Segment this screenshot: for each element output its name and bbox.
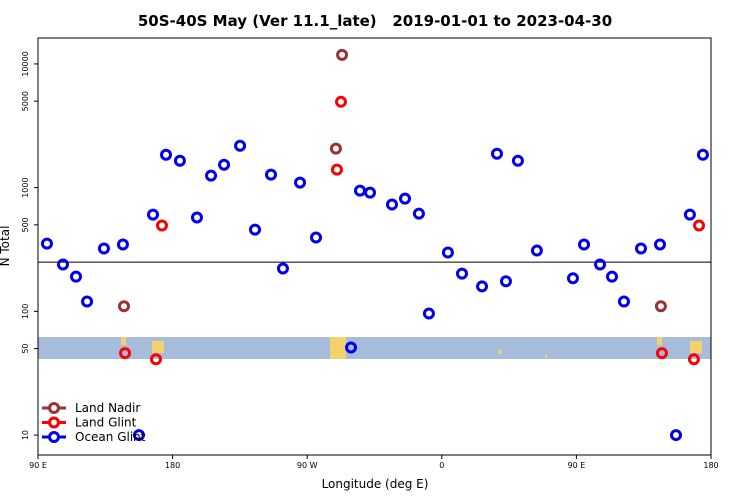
y-tick-label: 100: [21, 304, 30, 319]
point: [117, 300, 130, 313]
point: [218, 158, 231, 171]
point: [385, 198, 398, 211]
x-tick-label: 90 E: [29, 461, 47, 470]
legend-label: Land Nadir: [75, 401, 140, 415]
point: [693, 219, 706, 232]
point: [334, 95, 347, 108]
point: [56, 258, 69, 271]
point: [687, 353, 700, 366]
point: [329, 142, 342, 155]
point: [345, 341, 358, 354]
point: [441, 246, 454, 259]
point: [265, 168, 278, 181]
x-tick-label: 90 E: [568, 461, 586, 470]
point: [190, 211, 203, 224]
point: [499, 275, 512, 288]
y-tick-label: 1000: [21, 177, 30, 197]
legend-label: Ocean Glint: [75, 430, 146, 444]
land-patches: [121, 337, 702, 359]
plot-frame: [37, 37, 712, 456]
x-tick-label: 0: [439, 461, 444, 470]
point: [330, 163, 343, 176]
point: [249, 223, 262, 236]
point: [399, 192, 412, 205]
point: [364, 186, 377, 199]
point: [205, 169, 218, 182]
x-axis-label: Longitude (deg E): [322, 477, 429, 491]
point: [578, 238, 591, 251]
point: [455, 267, 468, 280]
legend-marker: [48, 416, 60, 429]
point: [511, 154, 524, 167]
y-tick-label: 10000: [21, 51, 30, 76]
point: [654, 238, 667, 251]
y-axis-label: N Total: [0, 226, 12, 267]
point: [116, 238, 129, 251]
point: [683, 208, 696, 221]
point: [654, 300, 667, 313]
point: [635, 242, 648, 255]
x-tick-label: 180: [703, 461, 718, 470]
point: [149, 353, 162, 366]
legend-marker: [48, 431, 60, 443]
y-tick-label: 10: [21, 430, 30, 440]
point: [40, 237, 53, 250]
point: [160, 148, 173, 161]
point: [147, 208, 160, 221]
point: [605, 270, 618, 283]
point: [155, 219, 168, 232]
point: [670, 429, 683, 442]
point: [566, 272, 579, 285]
point: [276, 262, 289, 275]
point: [490, 147, 503, 160]
point: [353, 184, 366, 197]
point: [696, 148, 709, 161]
point: [81, 295, 94, 308]
point: [655, 347, 668, 360]
chart-title: 50S-40S May (Ver 11.1_late) 2019-01-01 t…: [138, 12, 612, 30]
x-tick-label: 90 W: [297, 461, 318, 470]
legend-marker: [48, 402, 60, 414]
point: [336, 48, 349, 61]
point: [530, 244, 543, 257]
point: [422, 307, 435, 320]
point: [69, 270, 82, 283]
point: [234, 139, 247, 152]
legend-label: Land Glint: [75, 416, 137, 430]
point: [412, 207, 425, 220]
point: [132, 429, 145, 442]
y-tick-label: 5000: [21, 91, 30, 111]
y-tick-label: 500: [21, 217, 30, 232]
point: [310, 231, 323, 244]
point: [594, 258, 607, 271]
point: [294, 176, 307, 189]
y-tick-label: 50: [21, 343, 30, 353]
point: [476, 280, 489, 293]
point: [173, 154, 186, 167]
point: [617, 295, 630, 308]
ocean-band: [38, 337, 711, 359]
point: [97, 242, 110, 255]
x-tick-label: 180: [165, 461, 180, 470]
point: [119, 347, 132, 360]
